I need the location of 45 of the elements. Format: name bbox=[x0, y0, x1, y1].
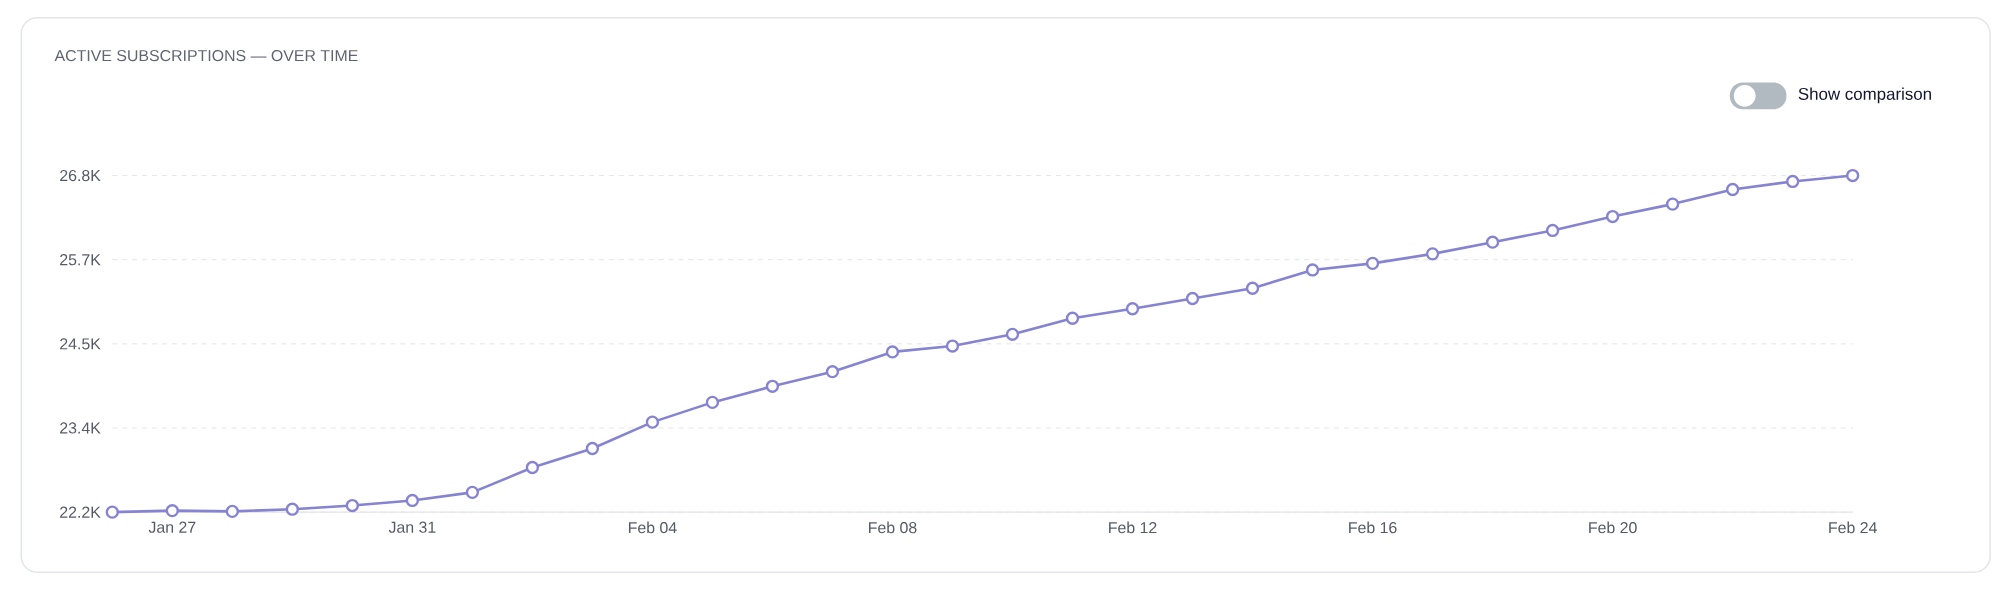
x-tick-label: Feb 24 bbox=[1829, 521, 1877, 534]
point bbox=[1245, 281, 1260, 295]
y-tick-label: 26.8K bbox=[60, 169, 101, 182]
point bbox=[825, 364, 840, 379]
x-tick-label: Feb 12 bbox=[1109, 521, 1157, 534]
y-tick-label: 23.4K bbox=[60, 422, 101, 434]
point bbox=[1185, 291, 1200, 306]
point bbox=[1125, 302, 1140, 316]
point bbox=[1425, 247, 1440, 261]
point bbox=[645, 415, 660, 429]
point bbox=[1065, 311, 1080, 325]
point bbox=[285, 502, 299, 516]
point bbox=[1605, 209, 1620, 224]
y-tick-label: 24.5K bbox=[60, 338, 101, 350]
point bbox=[765, 379, 780, 393]
point bbox=[1665, 197, 1680, 211]
point bbox=[405, 493, 420, 508]
point bbox=[945, 339, 960, 353]
x-tick-label: Feb 20 bbox=[1589, 521, 1637, 534]
point bbox=[225, 504, 239, 519]
x-tick-label: Jan 27 bbox=[148, 521, 196, 533]
point bbox=[1725, 182, 1740, 197]
point bbox=[1545, 223, 1560, 238]
point bbox=[165, 504, 179, 518]
chart-title: ACTIVE SUBSCRIPTIONS — OVER TIME bbox=[54, 49, 358, 62]
point bbox=[705, 395, 720, 410]
point bbox=[585, 441, 600, 456]
point bbox=[1305, 263, 1320, 277]
point bbox=[1786, 174, 1800, 189]
point bbox=[1485, 235, 1500, 249]
x-tick-label: Feb 04 bbox=[628, 521, 677, 534]
point bbox=[1846, 168, 1860, 183]
point bbox=[105, 505, 119, 519]
y-tick-label: 22.2K bbox=[60, 506, 101, 518]
x-tick-label: Feb 08 bbox=[869, 521, 917, 534]
text: Show comparison bbox=[1798, 87, 1931, 104]
x-tick-label: Feb 16 bbox=[1349, 521, 1397, 534]
point bbox=[885, 345, 900, 359]
point bbox=[1005, 327, 1020, 341]
point bbox=[345, 498, 359, 513]
y-tick-label: 25.7K bbox=[60, 254, 101, 266]
point bbox=[1365, 256, 1380, 271]
point bbox=[465, 485, 480, 500]
x-tick-label: Jan 31 bbox=[388, 521, 436, 533]
point bbox=[525, 460, 540, 475]
